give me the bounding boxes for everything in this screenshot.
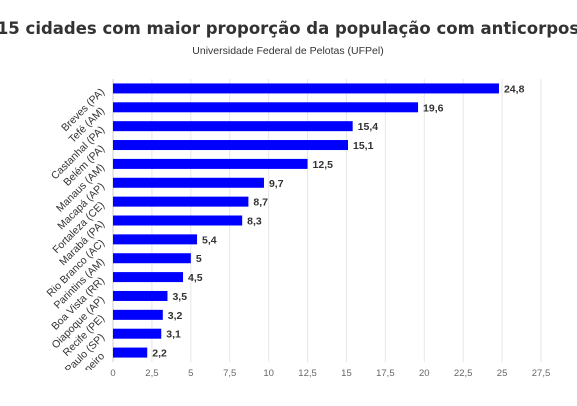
data-label: 15,1 <box>353 140 374 152</box>
bar <box>113 83 499 94</box>
bar <box>113 290 168 301</box>
data-label: 9,7 <box>269 178 284 190</box>
data-label: 8,7 <box>253 197 268 209</box>
data-label: 5 <box>196 253 202 265</box>
data-label: 2,2 <box>152 348 167 360</box>
data-label: 3,2 <box>168 310 183 322</box>
x-tick-label: 20 <box>419 368 430 379</box>
data-label: 19,6 <box>423 102 444 114</box>
x-tick-label: 12,5 <box>298 368 317 379</box>
chart-subtitle: Universidade Federal de Pelotas (UFPel) <box>192 45 383 57</box>
x-tick-labels: 0 2,5 5 7,5 10 12,5 15 17,5 20 22,5 25 27,5 <box>110 368 550 379</box>
bar <box>113 215 243 226</box>
bar <box>113 121 353 132</box>
category-labels: Breves (PA)Tefé (AM)Castanhal (PA)Belém … <box>45 86 108 370</box>
bar <box>113 328 162 339</box>
bar <box>113 177 264 188</box>
bar <box>113 272 184 283</box>
data-label: 5,4 <box>202 234 217 246</box>
bar <box>113 347 148 358</box>
x-tick-label: 25 <box>497 368 508 379</box>
data-label: 4,5 <box>188 272 203 284</box>
data-label: 3,1 <box>166 329 181 341</box>
data-label: 8,3 <box>247 216 262 228</box>
x-tick-label: 22,5 <box>454 368 473 379</box>
x-tick-label: 10 <box>263 368 274 379</box>
data-label: 12,5 <box>313 159 334 171</box>
chart-title: 15 cidades com maior proporção da popula… <box>0 19 577 38</box>
x-tick-label: 27,5 <box>532 368 551 379</box>
bar <box>113 140 349 151</box>
x-tick-label: 7,5 <box>223 368 236 379</box>
data-label: 24,8 <box>504 83 525 95</box>
bar <box>113 196 249 207</box>
x-tick-label: 5 <box>188 368 193 379</box>
x-tick-label: 17,5 <box>376 368 395 379</box>
x-tick-label: 15 <box>341 368 352 379</box>
bar <box>113 253 191 264</box>
data-label: 3,5 <box>172 291 187 303</box>
bar <box>113 309 163 320</box>
bars: 24,8 19,6 15,4 15,1 12,5 9,78,7 8,3 5,45 4,53,5 3… <box>113 83 525 360</box>
data-label: 15,4 <box>358 121 379 133</box>
bar <box>113 234 198 245</box>
x-tick-label: 2,5 <box>145 368 158 379</box>
bar <box>113 102 419 113</box>
bar <box>113 158 308 169</box>
x-tick-label: 0 <box>110 368 115 379</box>
